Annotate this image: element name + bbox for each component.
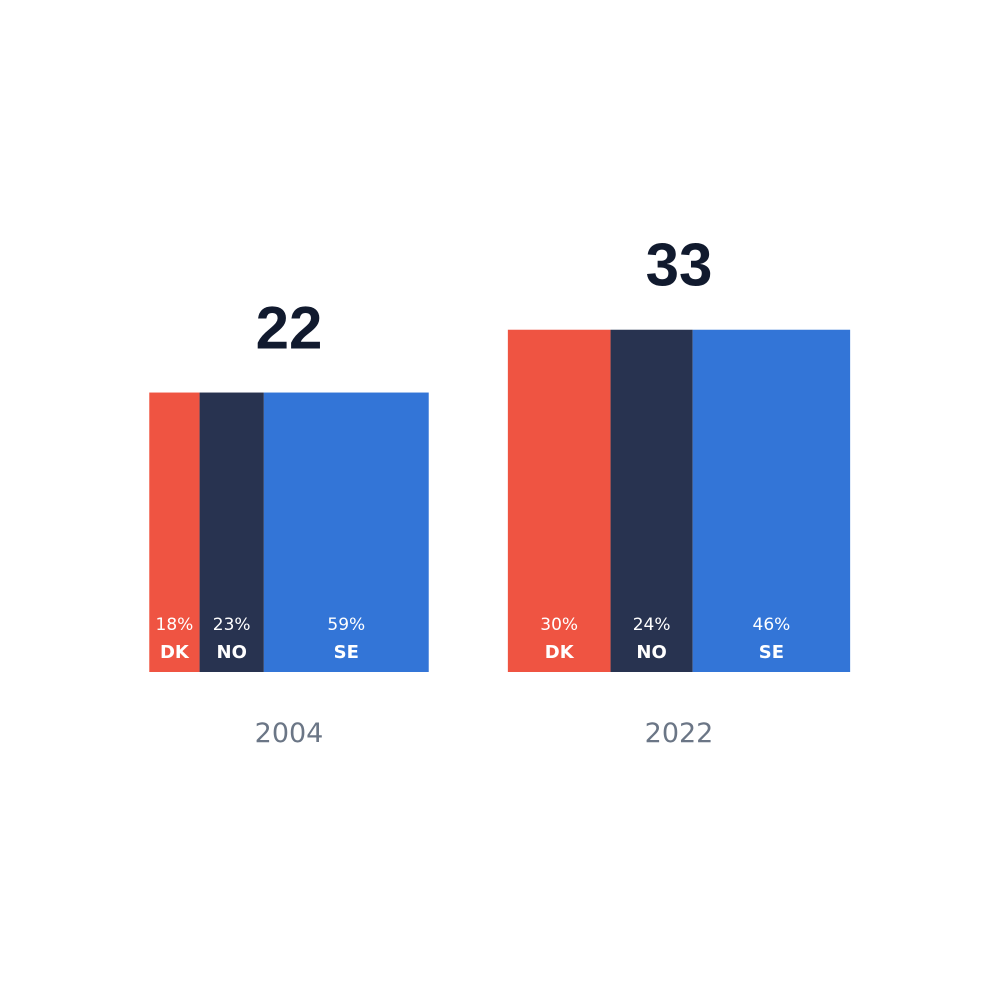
group-2022: 30% DK 24% NO 46% SE 33 2022 bbox=[507, 232, 851, 749]
segment-se-2004 bbox=[263, 392, 429, 672]
segment-share-label: 23% bbox=[213, 615, 251, 635]
group-2004: 18% DK 23% NO 59% SE 22 2004 bbox=[149, 295, 429, 749]
group-year-label: 2022 bbox=[645, 718, 714, 749]
segment-se-2022 bbox=[692, 329, 851, 672]
segment-code-label: NO bbox=[217, 642, 247, 663]
segment-code-label: SE bbox=[759, 642, 784, 663]
segment-code-label: SE bbox=[334, 642, 359, 663]
group-year-label: 2004 bbox=[255, 718, 324, 749]
segment-share-label: 24% bbox=[633, 615, 671, 635]
segment-share-label: 59% bbox=[327, 615, 365, 635]
segment-no-2004 bbox=[199, 392, 264, 672]
group-total-label: 22 bbox=[256, 295, 323, 362]
segment-share-label: 30% bbox=[540, 615, 578, 635]
segment-no-2022 bbox=[610, 329, 693, 672]
segment-dk-2022 bbox=[507, 329, 611, 672]
segment-share-label: 18% bbox=[156, 615, 194, 635]
segment-code-label: NO bbox=[636, 642, 666, 663]
segment-code-label: DK bbox=[545, 642, 575, 663]
segment-dk-2004 bbox=[149, 392, 200, 672]
group-total-label: 33 bbox=[646, 232, 713, 299]
segment-share-label: 46% bbox=[753, 615, 791, 635]
segment-code-label: DK bbox=[160, 642, 190, 663]
